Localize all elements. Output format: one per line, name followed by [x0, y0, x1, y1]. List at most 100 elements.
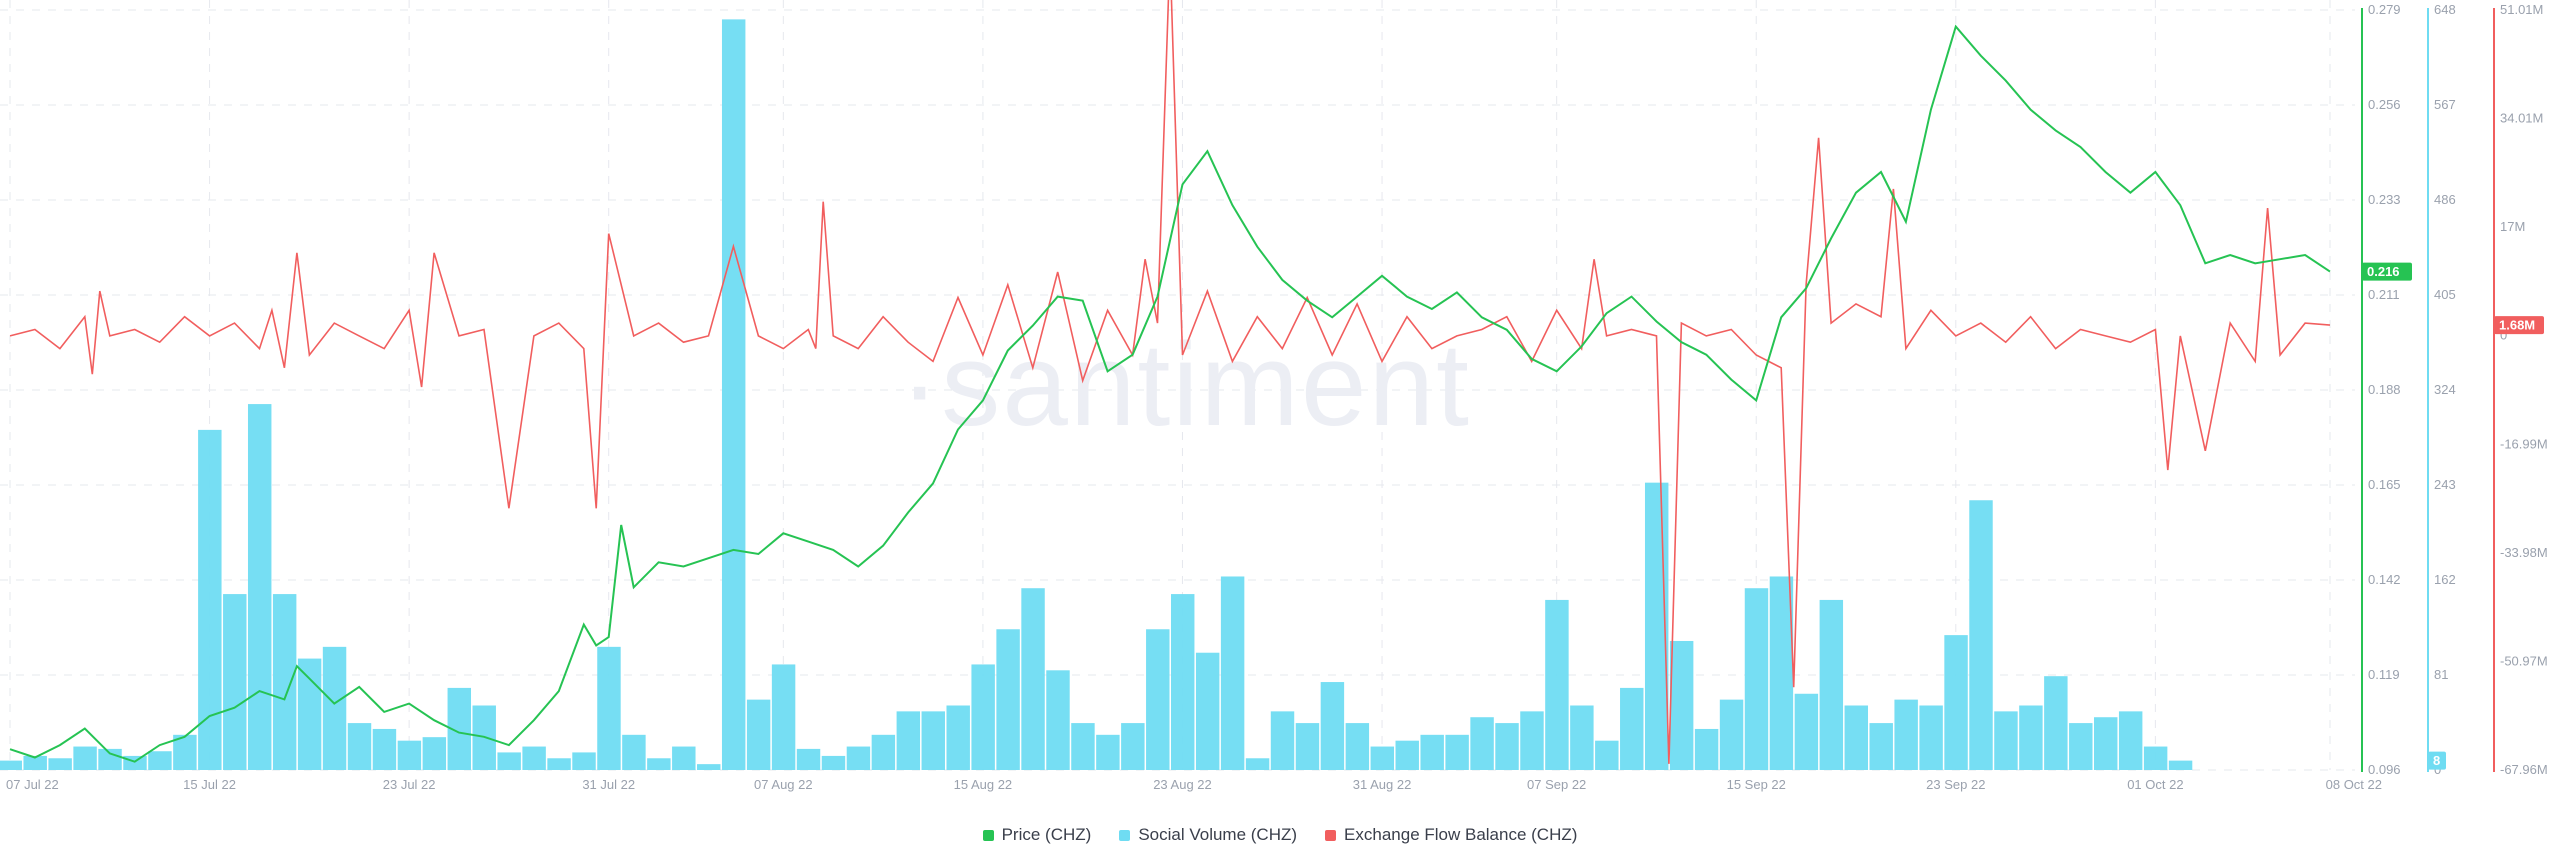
social-volume-bar: [771, 664, 796, 770]
social-volume-bar: [2094, 717, 2118, 770]
x-axis-tick: 08 Oct 22: [2326, 777, 2382, 792]
x-axis-tick: 15 Sep 22: [1727, 777, 1786, 792]
social-volume-bar: [173, 734, 197, 770]
social-volume-bar: [73, 746, 97, 770]
social-volume-bar: [1395, 740, 1419, 770]
social-volume-bar: [1245, 758, 1270, 770]
social-volume-bar: [23, 755, 47, 770]
social-volume-bar: [1146, 629, 1170, 770]
x-axis-tick: 23 Aug 22: [1153, 777, 1212, 792]
social-volume-bar: [1121, 723, 1145, 770]
social-volume-bar: [1769, 576, 1794, 770]
social-volume-bar: [497, 752, 521, 770]
legend-item[interactable]: Price (CHZ): [982, 825, 1091, 845]
social-volume-bar: [1694, 728, 1719, 770]
social-volume-bar: [1470, 717, 1494, 770]
social-volume-bar: [1969, 500, 1993, 770]
social-volume-axis-tick: 567: [2434, 97, 2456, 112]
social-volume-last-value-badge-bg: [2428, 751, 2446, 770]
social-volume-bar: [1794, 693, 1819, 770]
social-volume-bar: [2044, 676, 2068, 770]
social-volume-bar: [1994, 711, 2018, 770]
social-volume-bar: [223, 594, 247, 770]
social-volume-bar: [1220, 576, 1245, 770]
social-volume-bar: [697, 764, 721, 770]
flow-last-value-badge: 1.68M: [2499, 318, 2535, 333]
price-axis-tick: 0.188: [2368, 382, 2401, 397]
social-volume-bar: [422, 737, 447, 770]
legend-item[interactable]: Exchange Flow Balance (CHZ): [1325, 825, 1577, 845]
x-axis-tick: 23 Jul 22: [383, 777, 436, 792]
social-volume-bar: [1171, 594, 1195, 770]
social-volume-bar: [1570, 705, 1594, 770]
social-volume-bar: [372, 728, 397, 770]
price-axis-tick: 0.233: [2368, 192, 2401, 207]
social-volume-bar: [2069, 723, 2093, 770]
x-axis-tick-labels: 07 Jul 22 15 Jul 22 23 Jul 22 31 Jul 22 07 A…: [6, 777, 2382, 792]
social-volume-bar: [1944, 635, 1968, 770]
x-axis-tick: 07 Jul 22: [6, 777, 59, 792]
social-volume-axis-tick: 648: [2434, 2, 2456, 17]
social-volume-bar: [347, 723, 372, 770]
social-volume-bar: [322, 646, 347, 770]
flow-axis-tick: 0: [2500, 328, 2507, 343]
social-volume-bar: [1719, 699, 1744, 770]
social-volume-bar: [597, 646, 621, 770]
social-volume-bar: [547, 758, 571, 770]
social-volume-bar: [1495, 723, 1519, 770]
social-volume-bar: [1669, 640, 1694, 770]
social-volume-bar: [1869, 723, 1893, 770]
social-volume-bar: [247, 404, 272, 770]
price-axis-tick: 0.279: [2368, 2, 2401, 17]
social-volume-bar: [272, 594, 297, 770]
flow-axis-tick: -33.98M: [2500, 545, 2548, 560]
social-volume-bar: [1195, 652, 1220, 770]
social-volume-axis-tick: 162: [2434, 572, 2456, 587]
social-volume-bar: [1595, 740, 1619, 770]
flow-axis-tick: 51.01M: [2500, 2, 2543, 17]
social-volume-bar: [896, 711, 921, 770]
social-volume-bar: [1295, 723, 1320, 770]
social-volume-bar: [647, 758, 671, 770]
flow-axis-tick: -67.96M: [2500, 762, 2548, 777]
social-volume-bar: [1919, 705, 1943, 770]
price-axis-tick: 0.211: [2368, 287, 2400, 302]
social-volume-bar: [1345, 723, 1370, 770]
social-volume-bar: [148, 751, 172, 770]
legend-swatch: [1119, 829, 1131, 841]
price-axis-tick: 0.119: [2368, 667, 2400, 682]
x-axis-tick: 07 Aug 22: [754, 777, 813, 792]
legend-item[interactable]: Social Volume (CHZ): [1119, 825, 1297, 845]
social-volume-bar: [572, 752, 596, 770]
social-volume-axis-tick: 81: [2434, 667, 2448, 682]
social-volume-axis-tick: 324: [2434, 382, 2456, 397]
social-volume-bar: [871, 734, 896, 770]
legend-label: Social Volume (CHZ): [1138, 825, 1298, 844]
price-line: [9, 24, 2331, 763]
chart-canvas: ·santiment 0.279 0.256 0.233 0.211 0.188 0.16…: [0, 0, 2548, 792]
social-volume-bar: [1844, 705, 1868, 770]
exchange-flow-line: [9, 0, 2331, 764]
price-axis-tick: 0.256: [2368, 97, 2401, 112]
social-volume-bar: [1046, 670, 1070, 770]
exchange-flow-line-group: [9, 0, 2331, 764]
social-volume-bar: [1370, 746, 1395, 770]
social-volume-bar: [2143, 746, 2168, 770]
legend-swatch: [982, 829, 994, 841]
price-line-group: [9, 24, 2331, 763]
social-volume-bar: [2118, 711, 2143, 770]
price-last-value-badge-bg: [2362, 262, 2412, 281]
social-volume-bar: [996, 629, 1020, 770]
social-volume-bar: [672, 746, 696, 770]
social-volume-bar: [622, 734, 646, 770]
price-axis-tick: 0.165: [2368, 477, 2401, 492]
social-volume-bar: [198, 429, 222, 770]
social-volume-bar: [397, 740, 422, 770]
social-volume-bar: [1894, 699, 1918, 770]
flow-axis-tick: 34.01M: [2500, 111, 2543, 126]
social-volume-bar: [1420, 734, 1444, 770]
social-volume-bar: [1320, 682, 1345, 770]
social-volume-bar: [1545, 599, 1569, 770]
flow-last-value-badge-bg: [2494, 316, 2544, 335]
social-volume-bar: [1270, 711, 1295, 770]
